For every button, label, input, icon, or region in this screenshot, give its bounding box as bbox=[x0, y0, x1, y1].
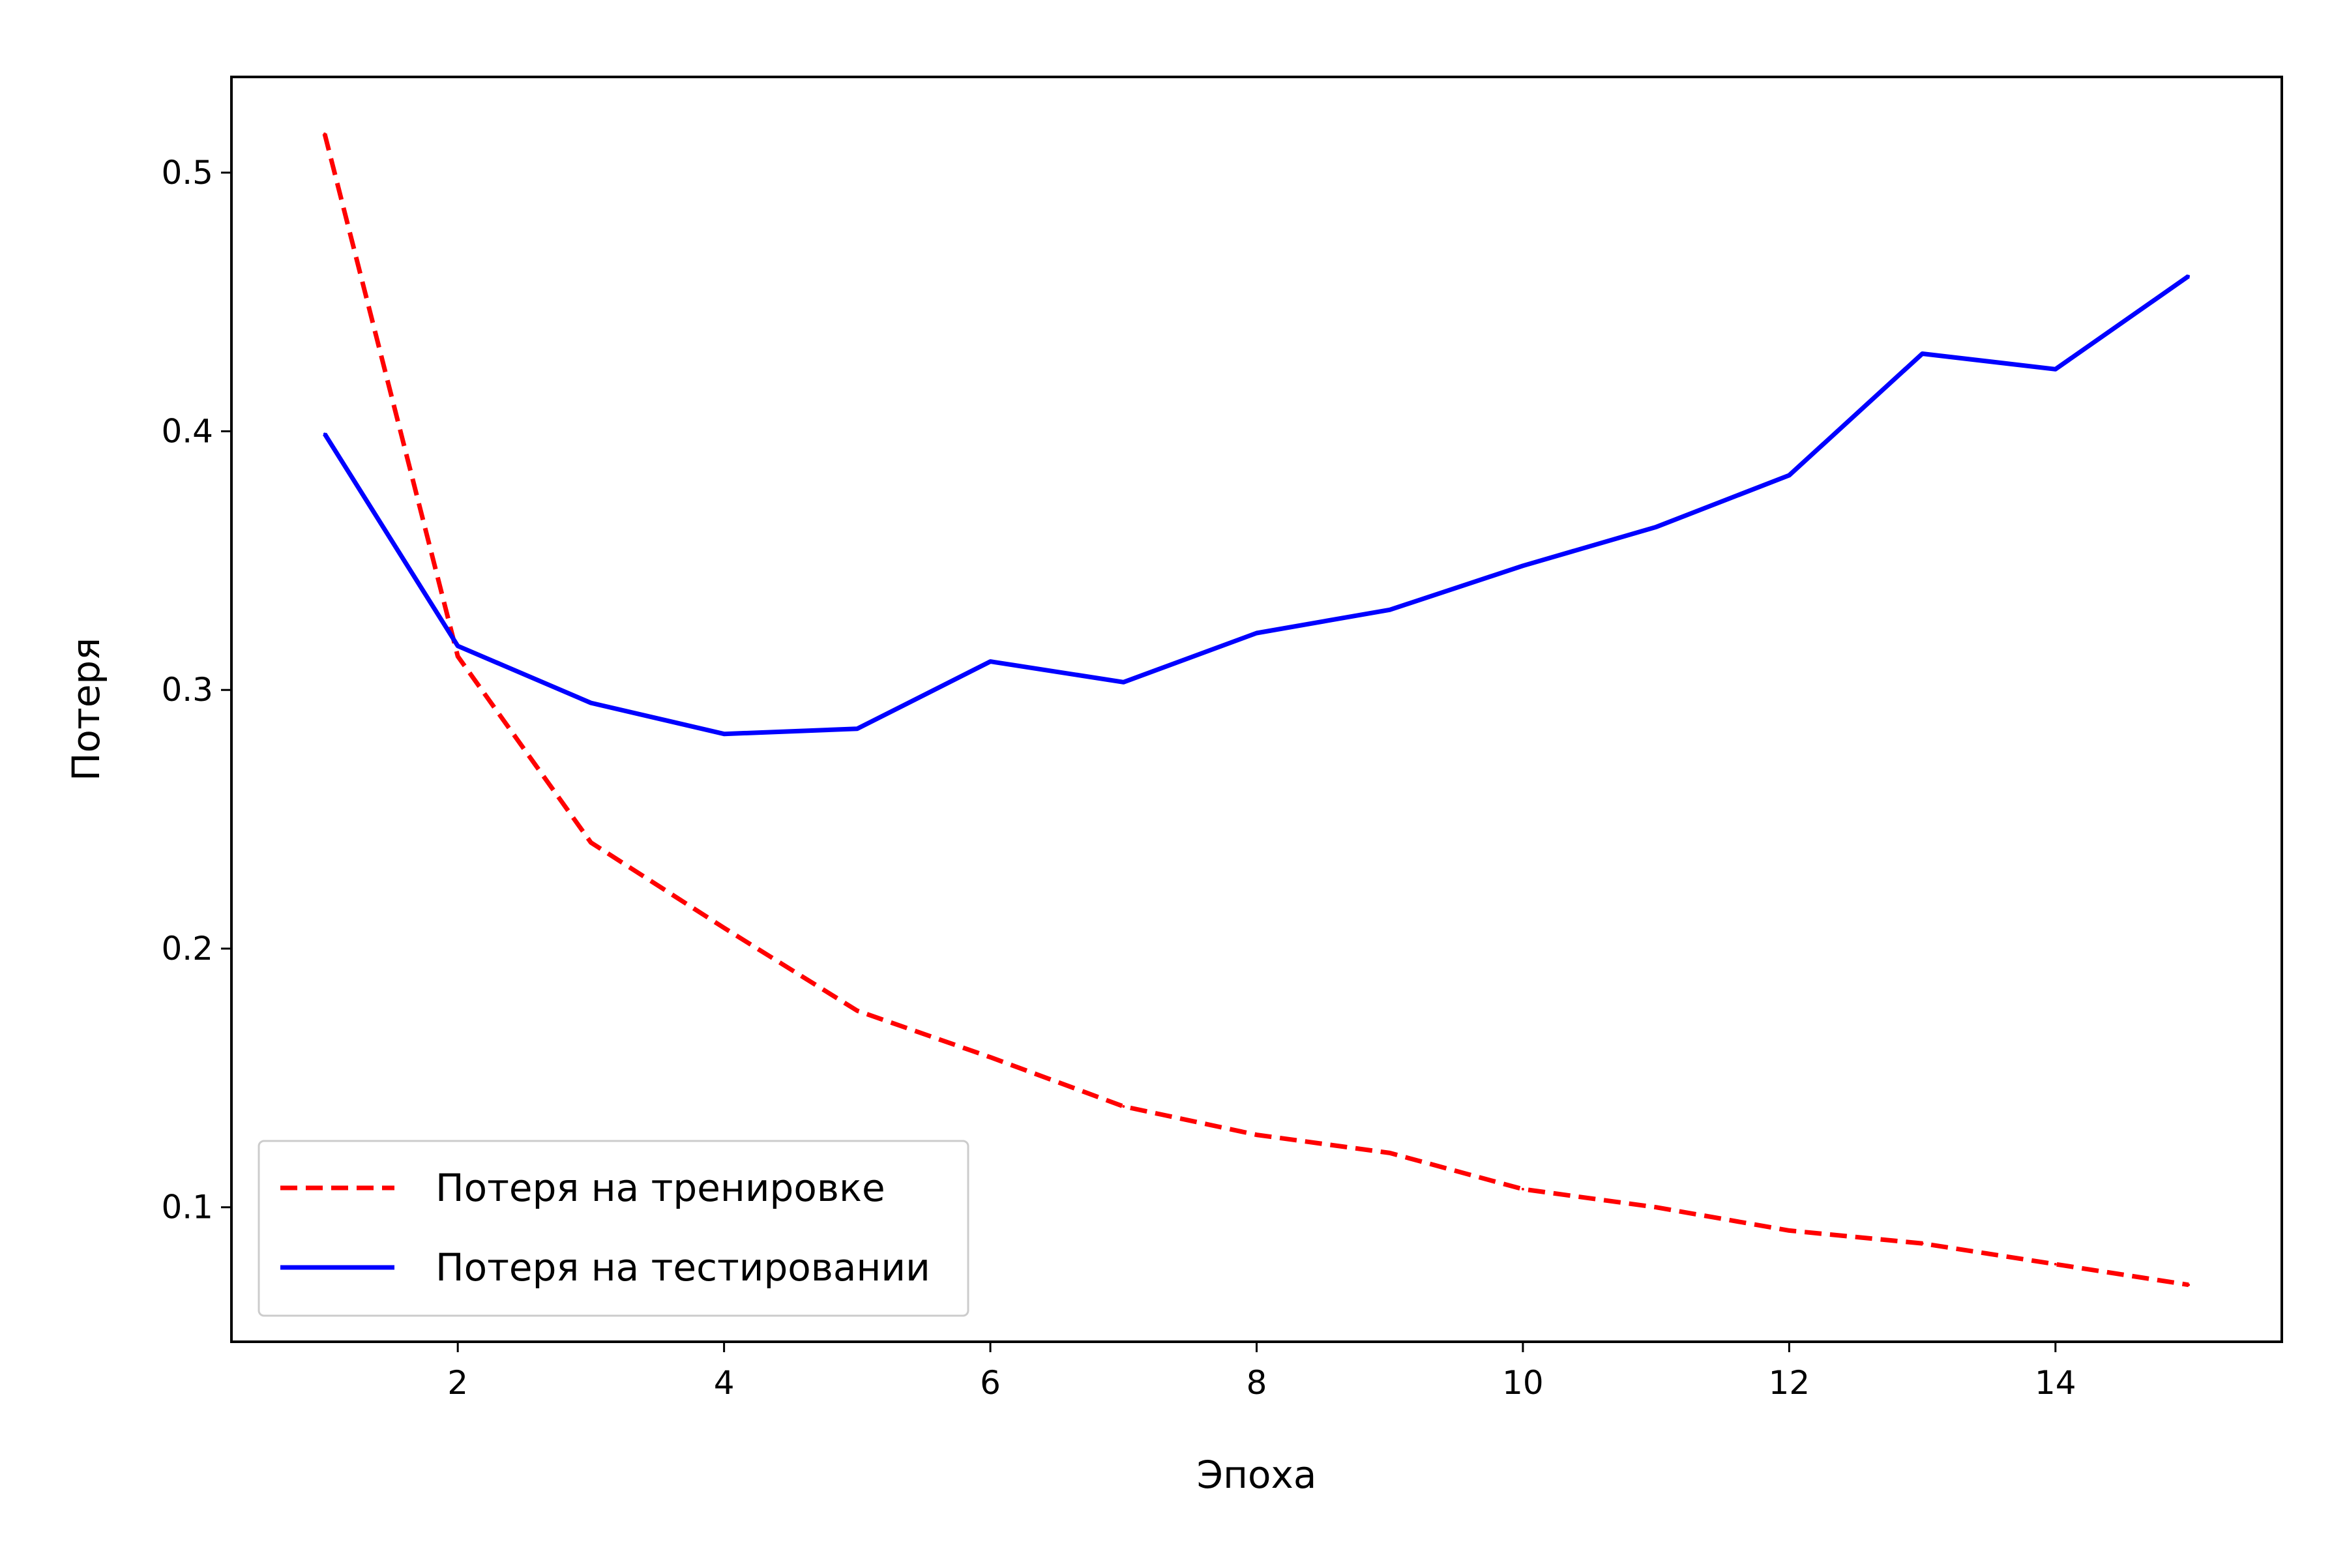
series-layer bbox=[322, 132, 2191, 1288]
x-tick-label: 4 bbox=[714, 1364, 735, 1402]
data-point-s0-5 bbox=[855, 1009, 859, 1013]
data-point-s0-4 bbox=[722, 926, 726, 930]
legend-box bbox=[258, 1140, 969, 1317]
x-tick-label: 2 bbox=[447, 1364, 468, 1402]
data-point-s0-10 bbox=[1521, 1187, 1524, 1191]
data-point-s1-9 bbox=[1388, 608, 1391, 612]
data-point-s0-1 bbox=[323, 132, 326, 136]
data-point-s1-3 bbox=[589, 702, 593, 705]
data-point-s1-10 bbox=[1521, 564, 1524, 567]
data-point-s1-1 bbox=[323, 432, 326, 436]
data-point-s0-7 bbox=[1122, 1105, 1125, 1108]
data-point-s1-5 bbox=[855, 727, 859, 730]
data-point-s1-7 bbox=[1122, 681, 1125, 684]
y-tick-label: 0.4 bbox=[161, 413, 213, 451]
y-axis: 0.1 0.2 0.3 0.4 0.5 bbox=[161, 154, 231, 1226]
legend-label-test: Потеря на тестировании bbox=[435, 1245, 930, 1290]
x-tick-label: 14 bbox=[2035, 1364, 2076, 1402]
legend-label-train: Потеря на тренировке bbox=[435, 1166, 885, 1210]
legend: Потеря на тренировке Потеря на тестирова… bbox=[258, 1140, 969, 1317]
y-axis-label: Потеря bbox=[64, 638, 108, 781]
data-point-s0-11 bbox=[1655, 1206, 1658, 1209]
data-point-s1-14 bbox=[2054, 368, 2057, 371]
data-point-s1-8 bbox=[1255, 632, 1258, 634]
x-axis: 2 4 6 8 10 12 14 bbox=[447, 1342, 2076, 1402]
data-point-s1-11 bbox=[1655, 525, 1658, 529]
data-point-s0-13 bbox=[1921, 1242, 1924, 1245]
data-point-s0-3 bbox=[589, 841, 593, 844]
x-tick-label: 10 bbox=[1502, 1364, 1544, 1402]
data-point-s0-12 bbox=[1788, 1229, 1791, 1232]
data-point-s1-6 bbox=[989, 660, 992, 663]
data-point-s1-2 bbox=[456, 644, 460, 647]
x-axis-label: Эпоха bbox=[1197, 1453, 1317, 1497]
y-tick-label: 0.5 bbox=[161, 154, 213, 192]
data-point-s0-6 bbox=[989, 1056, 992, 1059]
data-point-s0-14 bbox=[2054, 1263, 2057, 1265]
data-point-s1-15 bbox=[2187, 274, 2190, 278]
data-point-s1-4 bbox=[722, 732, 726, 735]
x-tick-label: 8 bbox=[1247, 1364, 1267, 1402]
data-point-s0-15 bbox=[2187, 1283, 2190, 1286]
x-tick-label: 12 bbox=[1769, 1364, 1810, 1402]
x-tick-label: 6 bbox=[980, 1364, 1001, 1402]
y-tick-label: 0.3 bbox=[161, 671, 213, 709]
y-tick-label: 0.2 bbox=[161, 930, 213, 968]
data-point-s1-13 bbox=[1921, 352, 1924, 355]
data-point-s0-9 bbox=[1388, 1151, 1391, 1155]
data-point-s0-8 bbox=[1255, 1133, 1258, 1136]
data-point-s0-2 bbox=[456, 655, 460, 658]
data-point-s1-12 bbox=[1788, 474, 1791, 477]
y-tick-label: 0.1 bbox=[161, 1189, 213, 1226]
